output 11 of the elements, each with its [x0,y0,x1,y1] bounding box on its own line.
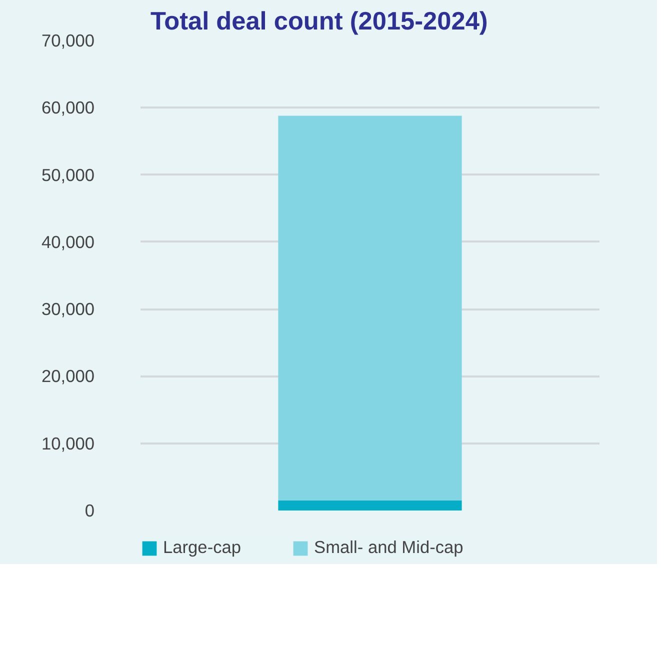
chart-title: Total deal count (2015-2024) [150,8,488,36]
legend-label: Large-cap [163,537,242,558]
y-tick-label: 0 [84,500,95,520]
y-tick-label: 40,000 [42,232,94,252]
y-tick-label: 10,000 [42,433,94,454]
y-tick-label: 70,000 [42,30,94,50]
y-tick-label: 20,000 [42,366,94,386]
y-tick-label: 50,000 [42,164,94,185]
legend-label: Small- and Mid-cap [314,537,464,558]
y-tick-label: 30,000 [42,299,94,320]
y-tick-label: 60,000 [42,98,94,118]
